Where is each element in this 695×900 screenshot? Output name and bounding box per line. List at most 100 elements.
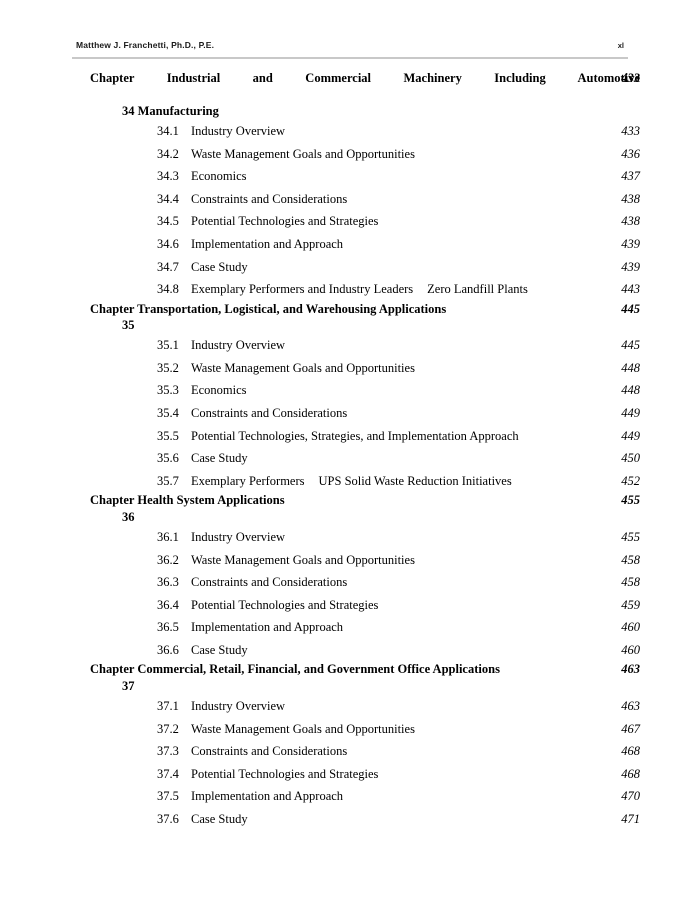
- chapter-entry[interactable]: Chapter Transportation, Logistical, and …: [0, 301, 695, 334]
- section-page-number: 470: [621, 789, 640, 804]
- section-title: Case Study: [191, 259, 248, 274]
- chapter-page-number: 433: [621, 71, 640, 85]
- running-header-author: Matthew J. Franchetti, Ph.D., P.E.: [76, 40, 215, 50]
- section-page-number: 460: [621, 642, 640, 657]
- section-entry[interactable]: 34.7 Case Study 439: [0, 256, 695, 279]
- section-number: 35.7: [157, 473, 179, 488]
- section-entry[interactable]: 35.3 Economics 448: [0, 379, 695, 402]
- chapter-title: Commercial, Retail, Financial, and Gover…: [137, 662, 500, 677]
- section-number: 36.2: [157, 552, 179, 567]
- chapter-number: 37: [122, 678, 135, 693]
- section-number: 34.7: [157, 259, 179, 274]
- section-page-number: 459: [621, 597, 640, 612]
- section-page-number: 436: [621, 146, 640, 161]
- chapter-title: Health System Applications: [137, 493, 285, 508]
- section-page-number: 443: [621, 282, 640, 297]
- section-entry[interactable]: 36.4 Potential Technologies and Strategie…: [0, 594, 695, 617]
- section-number: 37.5: [157, 789, 179, 804]
- section-entry[interactable]: 35.4 Constraints and Considerations 449: [0, 402, 695, 425]
- section-entry[interactable]: 37.5 Implementation and Approach 470: [0, 785, 695, 808]
- section-page-number: 458: [621, 575, 640, 590]
- section-title: Constraints and Considerations: [191, 406, 348, 421]
- section-entry[interactable]: 35.1 Industry Overview 445: [0, 334, 695, 357]
- section-entry[interactable]: 36.2 Waste Management Goals and Opportuni…: [0, 549, 695, 572]
- running-header-folio: xl: [617, 41, 624, 50]
- section-entry[interactable]: 36.3 Constraints and Considerations 458: [0, 571, 695, 594]
- chapter-number: 34: [122, 104, 135, 118]
- section-title: Constraints and Considerations: [191, 191, 348, 206]
- section-page-number: 438: [621, 214, 640, 229]
- chapter-title-line: Chapter Health System Applications: [90, 492, 640, 509]
- section-entry[interactable]: 35.5 Potential Technologies, Strategies, …: [0, 425, 695, 448]
- section-page-number: 448: [621, 360, 640, 375]
- section-number: 36.3: [157, 575, 179, 590]
- chapter-entry[interactable]: Chapter Commercial, Retail, Financial, a…: [0, 661, 695, 694]
- section-entry[interactable]: 37.3 Constraints and Considerations 468: [0, 740, 695, 763]
- section-entry[interactable]: 35.6 Case Study 450: [0, 447, 695, 470]
- section-entry[interactable]: 37.6 Case Study 471: [0, 808, 695, 831]
- section-title: Waste Management Goals and Opportunities: [191, 360, 415, 375]
- section-title: Waste Management Goals and Opportunities: [191, 721, 415, 736]
- section-title: Case Study: [191, 642, 248, 657]
- section-entry[interactable]: 34.1 Industry Overview 433: [0, 120, 695, 143]
- section-entry[interactable]: 36.5 Implementation and Approach 460: [0, 616, 695, 639]
- section-page-number: 433: [621, 124, 640, 138]
- section-entry[interactable]: 36.1 Industry Overview 455: [0, 526, 695, 549]
- running-header: Matthew J. Franchetti, Ph.D., P.E. xl: [76, 40, 624, 50]
- section-number: 34.4: [157, 191, 179, 206]
- chapter-label: Chapter: [90, 662, 135, 677]
- chapter-block: Chapter Industrial and Commercial Machin…: [0, 70, 695, 301]
- section-entry[interactable]: 34.5 Potential Technologies and Strategie…: [0, 210, 695, 233]
- chapter-number: 36: [122, 509, 135, 524]
- section-number: 36.4: [157, 597, 179, 612]
- section-page-number: 438: [621, 191, 640, 206]
- section-number: 35.6: [157, 451, 179, 466]
- section-title: Implementation and Approach: [191, 789, 344, 804]
- section-page-number: 463: [621, 698, 640, 713]
- chapter-entry[interactable]: Chapter Health System Applications 36 455: [0, 492, 695, 525]
- section-entry[interactable]: 35.7 Exemplary Performers UPS Solid Waste …: [0, 470, 695, 493]
- section-page-number: 445: [621, 338, 640, 353]
- section-number: 35.2: [157, 360, 179, 375]
- section-title: Potential Technologies and Strategies: [191, 597, 379, 612]
- section-page-number: 439: [621, 259, 640, 274]
- section-page-number: 439: [621, 236, 640, 251]
- section-page-number: 449: [621, 406, 640, 421]
- section-title: Exemplary Performers: [191, 473, 305, 488]
- chapter-number-line: 37: [90, 678, 640, 694]
- section-number: 35.1: [157, 338, 179, 353]
- section-title: Waste Management Goals and Opportunities: [191, 552, 415, 567]
- section-entry[interactable]: 34.4 Constraints and Considerations 438: [0, 188, 695, 211]
- section-entry[interactable]: 37.4 Potential Technologies and Strategie…: [0, 763, 695, 786]
- section-entry[interactable]: 35.2 Waste Management Goals and Opportuni…: [0, 357, 695, 380]
- section-entry[interactable]: 34.8 Exemplary Performers and Industry Le…: [0, 278, 695, 301]
- section-number: 34.3: [157, 169, 179, 184]
- section-entry[interactable]: 36.6 Case Study 460: [0, 639, 695, 662]
- section-entry[interactable]: 34.2 Waste Management Goals and Opportuni…: [0, 143, 695, 166]
- section-entry[interactable]: 37.2 Waste Management Goals and Opportuni…: [0, 718, 695, 741]
- section-number: 37.2: [157, 721, 179, 736]
- chapter-entry[interactable]: Chapter Industrial and Commercial Machin…: [0, 70, 695, 119]
- section-number: 37.3: [157, 744, 179, 759]
- chapter-block: Chapter Transportation, Logistical, and …: [0, 301, 695, 493]
- section-entry[interactable]: 34.3 Economics 437: [0, 165, 695, 188]
- section-page-number: 471: [621, 811, 640, 826]
- chapter-label: Chapter: [90, 71, 135, 85]
- section-subtitle: UPS Solid Waste Reduction Initiatives: [318, 473, 512, 488]
- section-number: 34.8: [157, 282, 179, 297]
- section-title: Economics: [191, 169, 247, 184]
- section-number: 35.5: [157, 428, 179, 443]
- section-title: Potential Technologies and Strategies: [191, 766, 379, 781]
- section-number: 37.1: [157, 698, 179, 713]
- chapter-number-line: 35: [90, 317, 640, 333]
- section-title: Waste Management Goals and Opportunities: [191, 146, 415, 161]
- section-entry[interactable]: 34.6 Implementation and Approach 439: [0, 233, 695, 256]
- section-page-number: 468: [621, 766, 640, 781]
- section-entry[interactable]: 37.1 Industry Overview 463: [0, 695, 695, 718]
- section-number: 35.3: [157, 383, 179, 398]
- section-title: Constraints and Considerations: [191, 575, 348, 590]
- section-title: Case Study: [191, 811, 248, 826]
- chapter-page-number: 445: [621, 301, 640, 316]
- section-title: Potential Technologies, Strategies, and …: [191, 428, 519, 443]
